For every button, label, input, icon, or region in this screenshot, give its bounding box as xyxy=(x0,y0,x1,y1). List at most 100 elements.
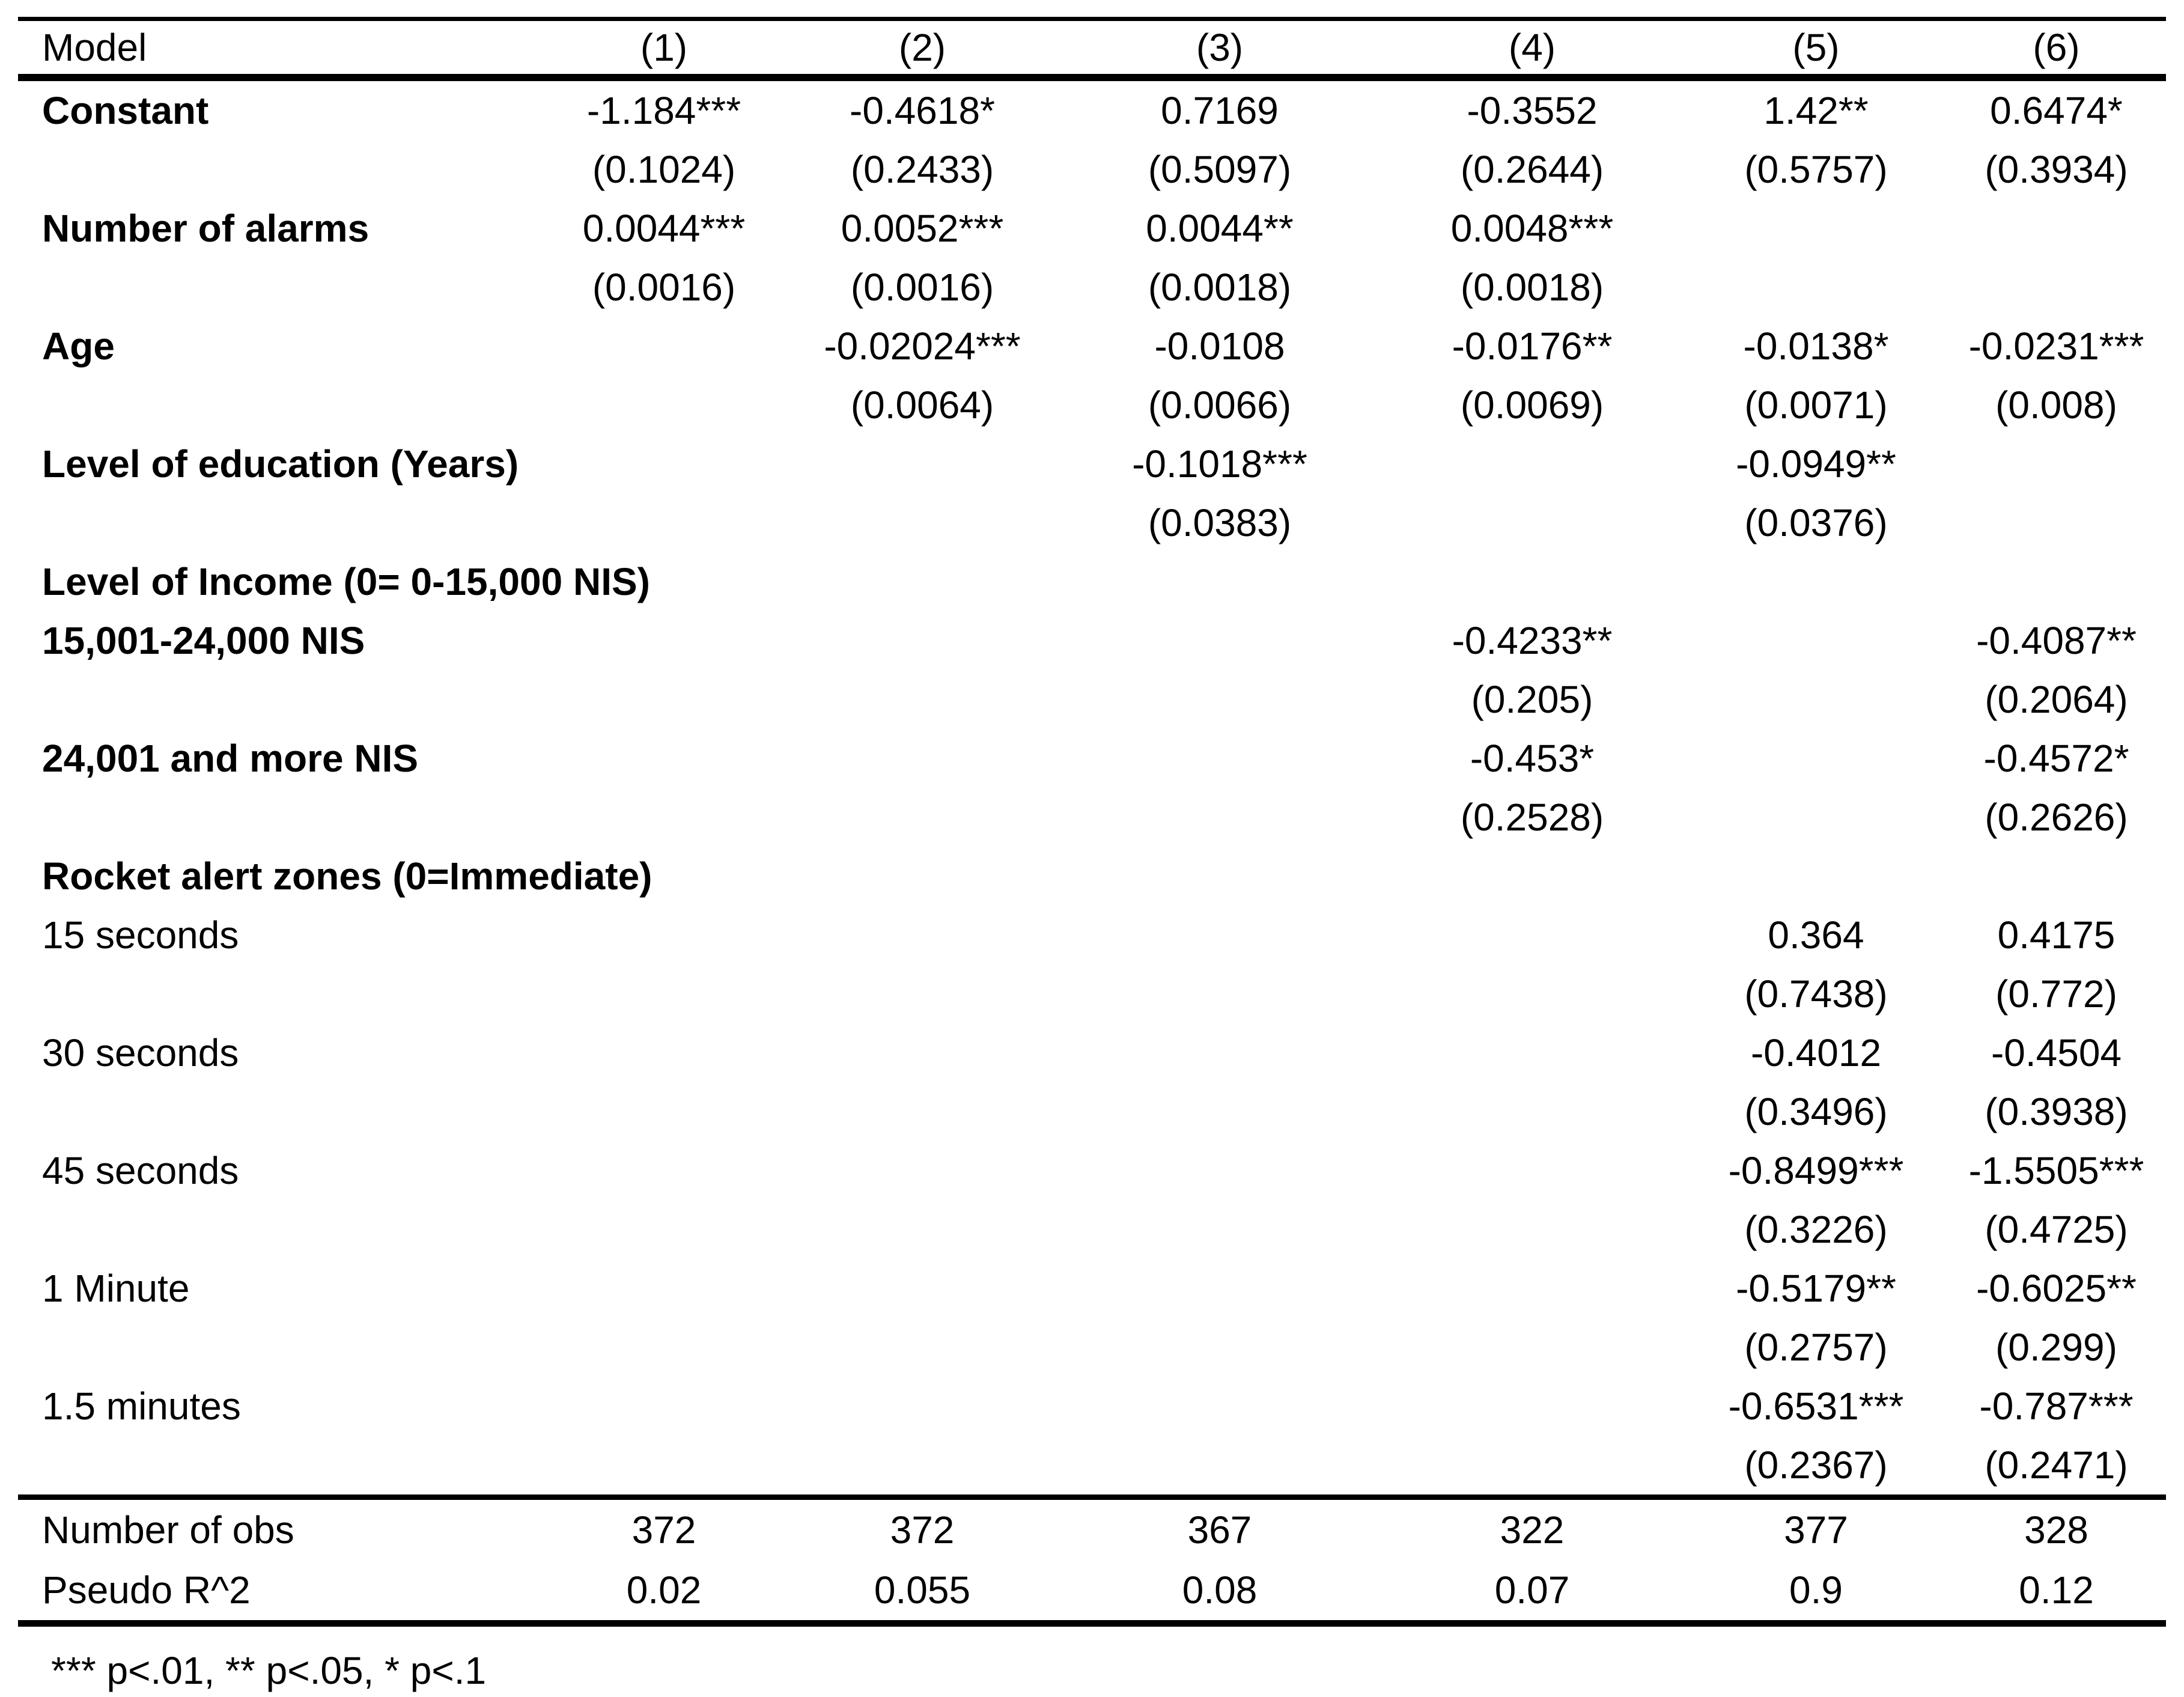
cell: 0.0048*** xyxy=(1450,207,1614,250)
cell: (0.2626) xyxy=(1985,796,2128,839)
cell xyxy=(1060,906,1379,964)
cell xyxy=(1685,788,1947,847)
cell xyxy=(544,376,784,434)
stat-label: Number of obs xyxy=(42,1508,294,1552)
column-header-6: (6) xyxy=(2033,26,2080,69)
cell xyxy=(1379,1377,1685,1436)
column-header-5: (5) xyxy=(1792,26,1840,69)
cell xyxy=(784,1023,1060,1082)
cell: -0.4504 xyxy=(1991,1031,2122,1074)
row-label: Age xyxy=(42,324,115,368)
table-header: Model (1) (2) (3) (4) (5) (6) xyxy=(18,19,2166,78)
cell: (0.0383) xyxy=(1148,501,1292,544)
cell: (0.2433) xyxy=(850,148,994,191)
cell: -0.4087** xyxy=(1976,619,2137,662)
stat-cell: 0.07 xyxy=(1494,1568,1570,1612)
header-row: Model (1) (2) (3) (4) (5) (6) xyxy=(18,19,2166,78)
cell xyxy=(544,788,784,847)
cell: -0.6025** xyxy=(1976,1267,2137,1310)
cell: (0.0069) xyxy=(1460,383,1604,427)
row-45-seconds: 45 seconds -0.8499*** -1.5505*** xyxy=(18,1141,2166,1200)
cell xyxy=(544,1082,784,1141)
cell: (0.3938) xyxy=(1985,1090,2128,1133)
row-income-15001-24000: 15,001-24,000 NIS -0.4233** -0.4087** xyxy=(18,611,2166,670)
cell: (0.3934) xyxy=(1985,148,2128,191)
cell xyxy=(544,729,784,788)
cell: -0.4012 xyxy=(1750,1031,1882,1074)
row-constant-se: (0.1024) (0.2433) (0.5097) (0.2644) (0.5… xyxy=(18,140,2166,199)
stat-cell: 0.9 xyxy=(1789,1568,1843,1612)
stat-cell: 322 xyxy=(1500,1508,1565,1552)
cell xyxy=(1379,434,1685,493)
cell xyxy=(784,493,1060,552)
cell xyxy=(1685,552,1947,611)
row-label xyxy=(18,1436,544,1497)
cell xyxy=(784,847,1060,906)
row-constant: Constant -1.184*** -0.4618* 0.7169 -0.35… xyxy=(18,78,2166,140)
row-1-5-minutes: 1.5 minutes -0.6531*** -0.787*** xyxy=(18,1377,2166,1436)
cell: -0.0138* xyxy=(1743,324,1889,368)
cell xyxy=(1685,611,1947,670)
cell xyxy=(1379,552,1685,611)
row-income-section: Level of Income (0= 0-15,000 NIS) xyxy=(18,552,2166,611)
cell xyxy=(1060,670,1379,729)
cell: 0.6474* xyxy=(1990,89,2123,132)
cell xyxy=(544,1023,784,1082)
cell xyxy=(784,1259,1060,1318)
cell xyxy=(1060,964,1379,1023)
cell xyxy=(544,1141,784,1200)
cell: -0.787*** xyxy=(1979,1385,2134,1428)
cell xyxy=(1947,847,2166,906)
cell: (0.0018) xyxy=(1148,266,1292,309)
cell xyxy=(1379,1436,1685,1497)
cell xyxy=(1060,729,1379,788)
row-15-seconds: 15 seconds 0.364 0.4175 xyxy=(18,906,2166,964)
cell: -0.4618* xyxy=(850,89,995,132)
row-15-seconds-se: (0.7438) (0.772) xyxy=(18,964,2166,1023)
regression-table: Model (1) (2) (3) (4) (5) (6) Constant -… xyxy=(18,17,2166,1627)
cell: (0.3226) xyxy=(1744,1208,1888,1251)
row-label: 15,001-24,000 NIS xyxy=(42,619,365,662)
cell xyxy=(1379,847,1685,906)
stat-cell: 372 xyxy=(631,1508,696,1552)
cell: -0.4572* xyxy=(1983,737,2129,780)
table-body: Constant -1.184*** -0.4618* 0.7169 -0.35… xyxy=(18,78,2166,1624)
row-label xyxy=(18,493,544,552)
cell: (0.772) xyxy=(1995,972,2117,1016)
row-label: 30 seconds xyxy=(42,1031,239,1074)
row-label: 1 Minute xyxy=(42,1267,190,1310)
cell: -0.0176** xyxy=(1452,324,1613,368)
row-1-minute: 1 Minute -0.5179** -0.6025** xyxy=(18,1259,2166,1318)
cell xyxy=(1060,1141,1379,1200)
cell xyxy=(1379,1200,1685,1259)
cell: -1.5505*** xyxy=(1968,1149,2144,1192)
cell xyxy=(1060,1318,1379,1377)
cell: (0.2471) xyxy=(1985,1443,2128,1487)
row-label: 1.5 minutes xyxy=(42,1385,241,1428)
row-education: Level of education (Years) -0.1018*** -0… xyxy=(18,434,2166,493)
cell: 0.0044*** xyxy=(582,207,746,250)
cell: 1.42** xyxy=(1763,89,1869,132)
significance-footnote: *** p<.01, ** p<.05, * p<.1 xyxy=(51,1649,487,1692)
cell xyxy=(544,611,784,670)
row-income-24001-more-se: (0.2528) (0.2626) xyxy=(18,788,2166,847)
cell: (0.2757) xyxy=(1744,1326,1888,1369)
cell xyxy=(1947,199,2166,258)
cell: (0.7438) xyxy=(1744,972,1888,1016)
cell xyxy=(784,1200,1060,1259)
row-label: 45 seconds xyxy=(42,1149,239,1192)
cell xyxy=(1060,847,1379,906)
section-label: Level of Income (0= 0-15,000 NIS) xyxy=(42,560,650,603)
cell: 0.364 xyxy=(1768,913,1864,957)
cell: (0.0064) xyxy=(850,383,994,427)
row-label: 24,001 and more NIS xyxy=(42,737,419,780)
cell: (0.4725) xyxy=(1985,1208,2128,1251)
cell xyxy=(544,1259,784,1318)
cell xyxy=(1379,1082,1685,1141)
cell: (0.0016) xyxy=(592,266,736,309)
row-income-24001-more: 24,001 and more NIS -0.453* -0.4572* xyxy=(18,729,2166,788)
cell xyxy=(544,317,784,376)
cell xyxy=(1379,1141,1685,1200)
cell xyxy=(784,729,1060,788)
stat-cell: 328 xyxy=(2024,1508,2088,1552)
